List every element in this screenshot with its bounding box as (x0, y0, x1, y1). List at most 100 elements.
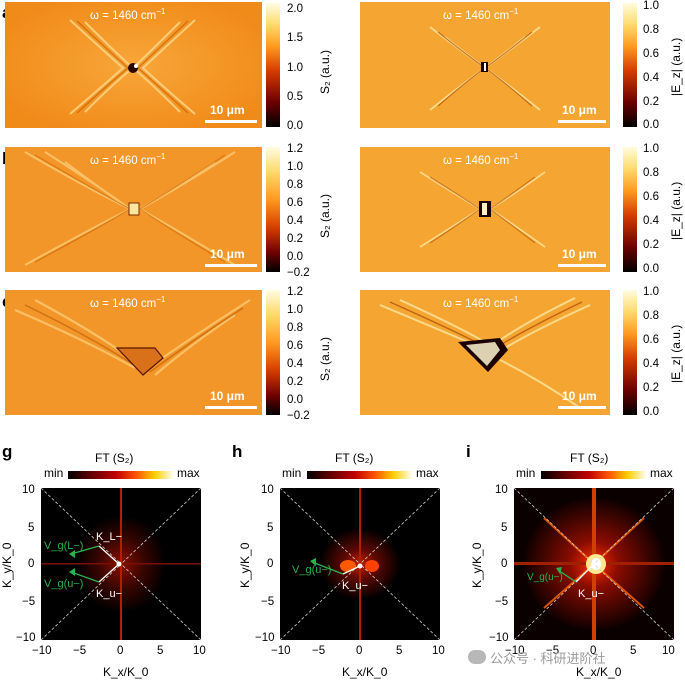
simulated-field-image (360, 2, 610, 128)
colorbar-tick: 1.0 (643, 0, 659, 12)
ft-title: FT (S₂) (335, 451, 374, 465)
y-tick: 10 (22, 484, 35, 496)
k-u-label: K_u− (342, 580, 368, 592)
frequency-label: ω = 1460 cm−1 (90, 7, 165, 22)
colorbar-tick: 1.5 (287, 32, 303, 44)
panel-letter: i (466, 442, 471, 461)
colorbar-tick: 0.0 (643, 119, 659, 131)
x-tick: −10 (505, 645, 525, 657)
y-tick: −10 (489, 632, 509, 644)
frequency-text: ω = 1460 cm (443, 297, 510, 310)
watermark-text: 公众号 · 科研进阶社 (490, 651, 606, 666)
ft-title: FT (S₂) (570, 451, 609, 465)
colorbar-tick: 0.4 (643, 358, 659, 370)
panel-letter: h (232, 442, 243, 461)
frequency-label: ω = 1460 cm−1 (443, 295, 518, 310)
scale-bar-label: 10 μm (210, 103, 245, 117)
y-tick: 5 (267, 522, 274, 534)
near-field-image (5, 290, 262, 415)
colorbar-tick: −0.2 (287, 410, 310, 422)
y-tick: 10 (261, 484, 274, 496)
colorbar-max-label: max (650, 466, 673, 480)
colorbar-min-label: min (282, 466, 302, 480)
colorbar-tick: 0.4 (287, 215, 303, 227)
y-axis-label: K_y/K_0 (238, 542, 252, 588)
colorbar-tick: 0.6 (287, 340, 303, 352)
scale-bar (558, 264, 606, 267)
y-axis-label: K_y/K_0 (0, 542, 14, 588)
ft-colorbar (541, 471, 647, 479)
x-tick: 5 (157, 645, 164, 657)
colorbar-title: S₂ (a.u.) (318, 49, 332, 94)
colorbar (623, 3, 637, 127)
colorbar-tick: 0.8 (643, 310, 659, 322)
colorbar-tick: 1.0 (287, 304, 303, 316)
colorbar-tick: 0.5 (287, 91, 303, 103)
x-tick: −10 (32, 645, 52, 657)
ft-annotations (310, 558, 363, 575)
colorbar-tick: 0.6 (287, 197, 303, 209)
x-tick: 10 (193, 645, 206, 657)
colorbar (266, 290, 280, 415)
frequency-exponent: −1 (156, 295, 166, 304)
colorbar-tick: −0.2 (287, 267, 310, 279)
x-tick: 0 (356, 645, 363, 657)
colorbar-tick: 0.6 (643, 334, 659, 346)
vg-l-label: V_g(L−) (44, 540, 84, 552)
wechat-icon (468, 650, 486, 664)
k-u-label: K_u− (96, 588, 122, 600)
colorbar-title: S₂ (a.u.) (318, 193, 332, 238)
ft-title: FT (S₂) (95, 451, 134, 465)
y-tick: −5 (495, 596, 509, 608)
y-tick: 10 (495, 484, 508, 496)
frequency-text: ω = 1460 cm (443, 154, 510, 167)
colorbar (266, 3, 280, 127)
colorbar-tick: 0.6 (643, 48, 659, 60)
colorbar (623, 290, 637, 415)
colorbar-tick: 0.2 (643, 382, 659, 394)
near-field-image (5, 2, 262, 128)
vg-u-label: V_g(u−) (292, 564, 332, 576)
colorbar-tick: 0.0 (287, 120, 303, 132)
x-axis-label: K_x/K_0 (342, 665, 388, 679)
colorbar-tick: 0.8 (643, 24, 659, 36)
colorbar-tick: 2.0 (287, 3, 303, 15)
k-l-label: K_L− (96, 531, 122, 543)
frequency-text: ω = 1460 cm (90, 154, 157, 167)
vg-u-label: V_g(u−) (44, 578, 84, 590)
colorbar-tick: 1.0 (643, 286, 659, 298)
simulated-field-image (360, 290, 610, 415)
frequency-label: ω = 1460 cm−1 (90, 295, 165, 310)
frequency-text: ω = 1460 cm (90, 297, 157, 310)
frequency-text: ω = 1460 cm (90, 9, 157, 22)
colorbar-tick: 0.6 (643, 191, 659, 203)
x-axis-label: K_x/K_0 (576, 665, 622, 679)
scale-bar-label: 10 μm (210, 247, 245, 261)
colorbar (266, 147, 280, 272)
colorbar-min-label: min (516, 466, 536, 480)
x-tick: 5 (630, 645, 637, 657)
colorbar-title: |E_z| (a.u.) (669, 324, 683, 383)
scale-bar (558, 120, 606, 123)
colorbar-tick: 1.0 (287, 62, 303, 74)
colorbar-tick: 1.2 (287, 143, 303, 155)
y-tick: 0 (267, 558, 274, 570)
colorbar-tick: 0.4 (643, 72, 659, 84)
x-tick: −5 (546, 645, 560, 657)
frequency-exponent: −1 (156, 7, 166, 16)
x-tick: −5 (73, 645, 87, 657)
colorbar-tick: 1.2 (287, 286, 303, 298)
y-axis-label: K_y/K_0 (470, 542, 484, 588)
colorbar-tick: 0.4 (643, 215, 659, 227)
scale-bar-label: 10 μm (562, 103, 597, 117)
frequency-label: ω = 1460 cm−1 (443, 7, 518, 22)
y-tick: −10 (16, 632, 36, 644)
y-tick: −5 (261, 596, 275, 608)
frequency-exponent: −1 (509, 152, 519, 161)
x-tick: 10 (662, 645, 675, 657)
y-tick: 5 (28, 522, 35, 534)
colorbar-max-label: max (177, 466, 200, 480)
colorbar-max-label: max (416, 466, 439, 480)
scale-bar (558, 406, 606, 409)
near-field-image (5, 147, 262, 272)
